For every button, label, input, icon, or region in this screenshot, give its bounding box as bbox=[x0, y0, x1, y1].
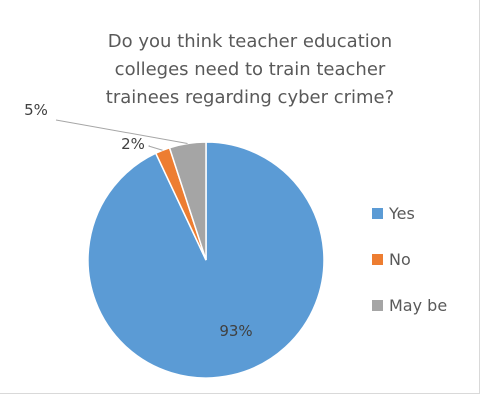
legend-label-yes: Yes bbox=[388, 204, 415, 223]
data-label-no: 2% bbox=[121, 135, 145, 153]
chart-title: Do you think teacher education colleges … bbox=[70, 28, 430, 112]
pie-slice-may-be bbox=[168, 141, 207, 261]
legend-swatch-yes bbox=[372, 208, 383, 219]
chart-title-line-3: trainees regarding cyber crime? bbox=[105, 87, 395, 108]
chart-title-line-1: Do you think teacher education bbox=[107, 31, 393, 52]
pie-slices bbox=[87, 141, 325, 379]
legend: Yes No May be bbox=[372, 204, 447, 315]
leader-lines bbox=[55, 119, 188, 151]
legend-label-no: No bbox=[389, 250, 411, 269]
legend-swatch-may-be bbox=[372, 300, 383, 311]
data-label-yes: 93% bbox=[219, 322, 252, 340]
legend-swatch-no bbox=[372, 254, 383, 265]
chart-title-line-2: colleges need to train teacher bbox=[114, 59, 386, 80]
data-label-may-be: 5% bbox=[24, 101, 48, 119]
data-labels: 93% 2% 5% bbox=[24, 101, 253, 340]
leader-line-no bbox=[148, 145, 163, 151]
legend-label-may-be: May be bbox=[389, 296, 447, 315]
leader-line-may-be bbox=[55, 119, 188, 144]
